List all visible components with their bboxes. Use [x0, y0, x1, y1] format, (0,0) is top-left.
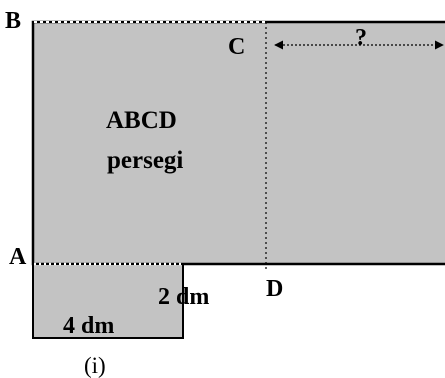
big-square [31, 20, 445, 266]
square-kind-label: persegi [107, 147, 183, 174]
small-rectangle [32, 263, 184, 339]
figure-caption: (i) [84, 353, 106, 378]
point-d-label: D [266, 276, 283, 302]
point-b-label: B [5, 8, 21, 34]
point-a-label: A [9, 244, 27, 270]
unknown-length-label: ? [355, 25, 367, 51]
height-label: 2 dm [158, 284, 209, 310]
point-c-label: C [228, 34, 245, 60]
square-name-label: ABCD [106, 107, 177, 134]
width-label: 4 dm [63, 313, 114, 339]
